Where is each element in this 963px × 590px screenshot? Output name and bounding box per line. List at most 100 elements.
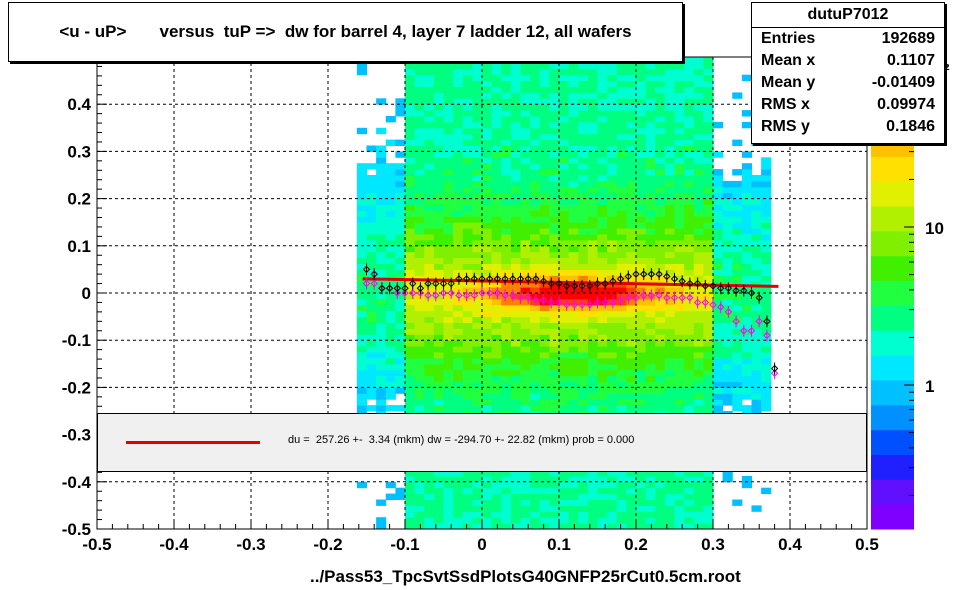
heat-cell (587, 322, 598, 329)
heat-cell (356, 239, 367, 247)
heat-cell (424, 470, 435, 477)
heat-cell (385, 245, 396, 253)
heat-cell (616, 293, 627, 300)
heat-cell (376, 245, 387, 253)
heat-cell (376, 375, 387, 382)
heat-cell (433, 275, 444, 282)
heat-cell (587, 180, 598, 188)
heat-cell (539, 257, 550, 264)
heat-cell (356, 298, 367, 306)
heat-cell (482, 481, 493, 489)
heat-cell (414, 74, 425, 82)
heat-cell (501, 363, 512, 371)
heat-cell (539, 357, 550, 365)
heat-cell (549, 399, 560, 406)
heat-cell (626, 151, 637, 158)
heat-cell (443, 334, 454, 341)
heat-cell (616, 116, 627, 123)
heat-cell (433, 116, 444, 123)
profile-magenta-point (370, 279, 378, 288)
heat-cell (645, 499, 656, 506)
heat-cell (559, 133, 570, 141)
heat-cell (732, 387, 743, 394)
heat-cell (520, 493, 531, 500)
profile-black-point (439, 279, 448, 288)
heat-cell (616, 198, 627, 205)
heat-cell (491, 98, 502, 105)
heat-cell (597, 92, 608, 99)
heat-cell (636, 381, 647, 388)
heat-cell (597, 352, 608, 359)
heat-cell (520, 98, 531, 105)
heat-cell (655, 381, 666, 388)
heat-cell (405, 175, 416, 182)
heat-cell (424, 127, 435, 135)
heat-cell (664, 169, 675, 176)
heat-cell (539, 222, 550, 229)
heat-cell (597, 245, 608, 253)
heat-cell (520, 192, 531, 200)
heat-cell (703, 239, 714, 247)
heat-cell (530, 487, 541, 495)
heat-cell (703, 198, 714, 205)
heat-cell (559, 346, 570, 353)
heat-cell (751, 381, 762, 388)
heat-cell (636, 499, 647, 506)
heat-cell (684, 110, 695, 117)
heat-cell (732, 346, 743, 353)
heat-cell (510, 269, 521, 276)
heat-cell (616, 180, 627, 188)
heat-cell (587, 505, 598, 512)
heat-cell (559, 228, 570, 235)
heat-cell (405, 192, 416, 200)
heat-cell (414, 121, 425, 129)
heat-cell (587, 511, 598, 518)
profile-black-point (555, 279, 563, 288)
heat-cell (713, 234, 724, 241)
heat-cell (530, 275, 541, 282)
heat-cell (366, 198, 377, 205)
heat-cell (424, 234, 435, 241)
heat-cell (655, 222, 666, 229)
heat-cell (520, 475, 531, 483)
heat-cell (443, 74, 454, 82)
heat-cell (453, 210, 464, 217)
heat-cell (472, 204, 483, 211)
heat-cell (482, 363, 493, 371)
heat-cell (693, 151, 704, 158)
heat-cell (741, 405, 752, 412)
heat-cell (722, 322, 733, 329)
heat-cell (645, 68, 656, 76)
heat-cell (607, 517, 618, 524)
heat-cell (443, 487, 454, 495)
heat-cell (616, 393, 627, 400)
heat-cell (732, 269, 743, 276)
heat-cell (703, 192, 714, 200)
heat-cell (732, 198, 743, 205)
heat-cell (510, 475, 521, 483)
heat-cell (549, 80, 560, 87)
heat-cell (587, 121, 598, 129)
heat-cell (713, 316, 724, 323)
heat-cell (482, 62, 493, 70)
heat-cell (559, 175, 570, 182)
heat-cell (751, 393, 762, 400)
palette-cell (871, 181, 914, 207)
heat-cell (414, 222, 425, 229)
heat-cell (664, 310, 675, 318)
heat-cell (443, 340, 454, 347)
heat-cell (482, 151, 493, 158)
heat-cell (741, 74, 752, 82)
heat-cell (472, 357, 483, 365)
heat-cell (443, 133, 454, 141)
heat-cell (703, 399, 714, 406)
heat-cell (405, 357, 416, 365)
heat-cell (453, 304, 464, 312)
heat-cell (664, 198, 675, 205)
heat-cell (472, 163, 483, 170)
heat-cell (472, 151, 483, 158)
heat-cell (761, 304, 772, 312)
stats-row-rms-x: RMS x 0.09974 (752, 94, 944, 116)
heat-cell (684, 251, 695, 259)
heat-cell (674, 163, 685, 170)
